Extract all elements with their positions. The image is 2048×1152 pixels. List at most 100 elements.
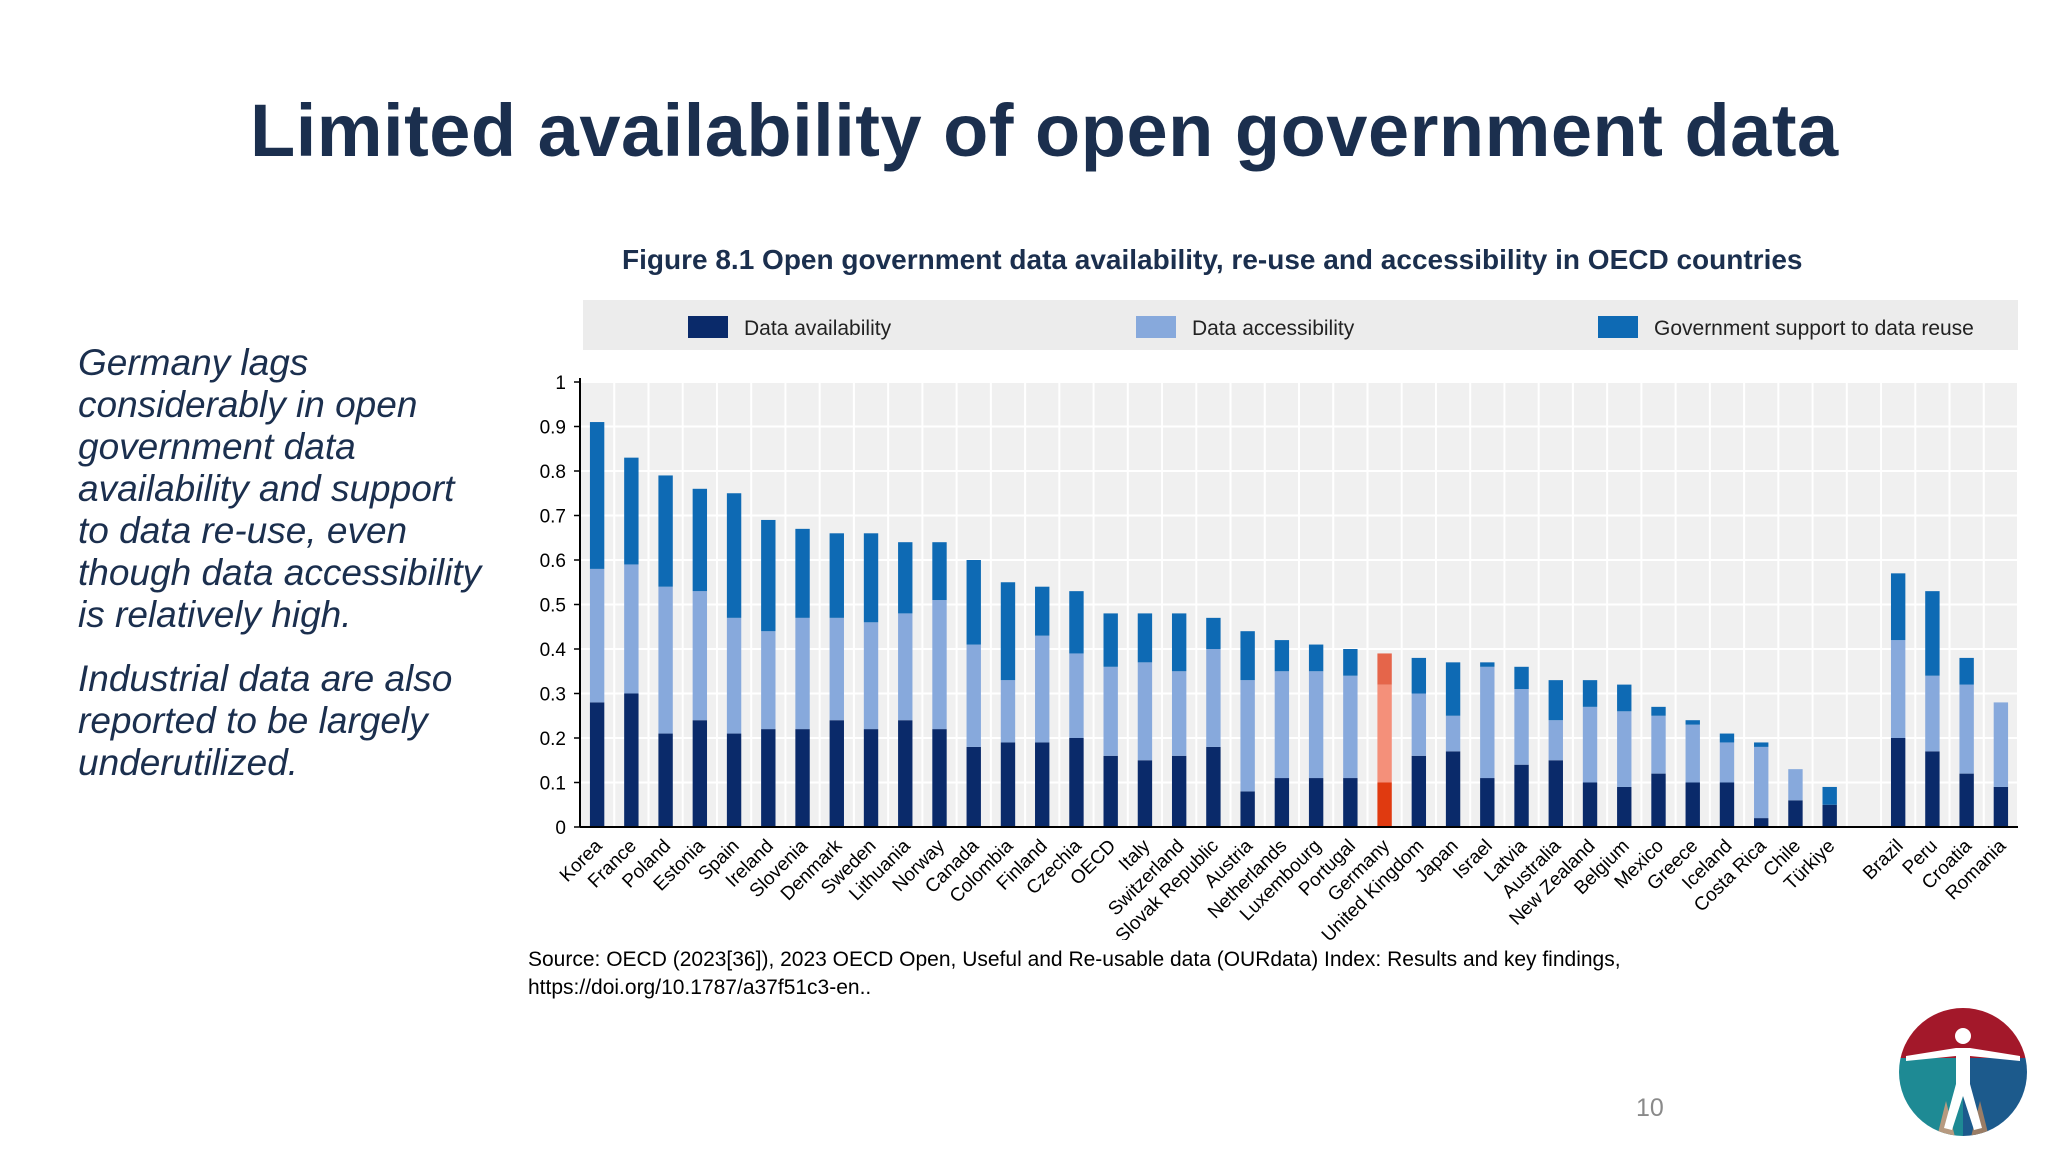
- bar-korea-series-2: [589, 422, 605, 569]
- bar-norway-series-0: [932, 729, 947, 827]
- bar-luxembourg-series-0: [1308, 778, 1324, 827]
- bar-portugal-series-2: [1343, 649, 1358, 676]
- bar-switzerland-series-1: [1171, 671, 1187, 756]
- bar-croatia-series-2: [1959, 657, 1974, 685]
- y-tick-label: 0.6: [540, 551, 566, 572]
- bar-slovenia-series-2: [795, 528, 810, 618]
- bar-belgium-series-0: [1617, 786, 1632, 827]
- bar-netherlands-series-2: [1274, 640, 1290, 672]
- legend-label: Data availability: [744, 317, 892, 340]
- bar-lithuania-series-1: [898, 613, 913, 721]
- y-tick-label: 0.8: [540, 462, 566, 483]
- bar-israel-series-2: [1480, 662, 1495, 667]
- bar-new-zealand-series-1: [1582, 706, 1598, 783]
- bar-switzerland-series-2: [1171, 613, 1187, 672]
- bar-brazil-series-2: [1890, 573, 1906, 641]
- bar-greece-series-1: [1685, 724, 1700, 783]
- bar-canada-series-2: [966, 560, 981, 645]
- bar-germany-series-1: [1377, 684, 1392, 783]
- bar-czechia-series-2: [1069, 591, 1084, 654]
- bar-portugal-series-1: [1343, 675, 1358, 779]
- bar-denmark-series-0: [829, 720, 844, 827]
- bar-mexico-series-1: [1651, 715, 1666, 774]
- bar-korea-series-0: [589, 702, 605, 827]
- bar-slovak-republic-series-1: [1206, 649, 1221, 747]
- bar-canada-series-0: [966, 746, 981, 827]
- bar-latvia-series-2: [1514, 666, 1529, 690]
- bar-latvia-series-1: [1514, 689, 1529, 765]
- bar-lithuania-series-2: [898, 542, 913, 614]
- bar-peru-series-1: [1925, 675, 1940, 752]
- legend-box: [583, 300, 2018, 350]
- source-note: Source: OECD (2023[36]), 2023 OECD Open,…: [528, 946, 1828, 1002]
- bar-chile-series-0: [1788, 800, 1803, 827]
- source-citation: Source: OECD (2023[36]), 2023 OECD Open,…: [528, 948, 1621, 971]
- bar-finland-series-2: [1035, 586, 1050, 636]
- x-tick-label: Brazil: [1859, 836, 1907, 884]
- bar-oecd-series-0: [1103, 755, 1118, 827]
- bar-korea-series-1: [589, 568, 605, 703]
- bar-luxembourg-series-1: [1308, 671, 1324, 779]
- bar-romania-series-1: [1993, 702, 2009, 787]
- bar-finland-series-0: [1035, 742, 1050, 827]
- bar-poland-series-1: [658, 586, 673, 734]
- bar-czechia-series-0: [1069, 738, 1084, 827]
- bar-iceland-series-1: [1719, 742, 1735, 783]
- bar-united-kingdom-series-2: [1411, 657, 1427, 694]
- page-number: 10: [1636, 1094, 1664, 1122]
- y-tick-label: 0.3: [540, 685, 566, 706]
- bar-croatia-series-1: [1959, 684, 1974, 774]
- bar-austria-series-0: [1240, 791, 1255, 827]
- chart-title: Figure 8.1 Open government data availabi…: [622, 244, 1803, 275]
- bar-t-rkiye-series-2: [1822, 786, 1837, 805]
- bar-greece-series-0: [1685, 782, 1700, 827]
- bar-austria-series-2: [1240, 631, 1255, 681]
- bar-latvia-series-0: [1514, 764, 1529, 827]
- bar-romania-series-0: [1993, 786, 2009, 827]
- y-tick-label: 0.2: [540, 729, 566, 750]
- bar-sweden-series-2: [863, 533, 879, 623]
- bar-oecd-series-2: [1103, 613, 1118, 667]
- stacked-bar-chart: Data availability Data accessibility Gover…: [540, 300, 2019, 940]
- bar-mexico-series-2: [1651, 706, 1666, 716]
- bar-japan-series-2: [1445, 662, 1461, 716]
- bar-costa-rica-series-1: [1754, 746, 1769, 819]
- bar-colombia-series-1: [1000, 680, 1016, 743]
- bar-peru-series-2: [1925, 591, 1940, 676]
- bar-france-series-2: [624, 457, 639, 565]
- legend-label: Government support to data reuse: [1654, 317, 1974, 340]
- bar-switzerland-series-0: [1171, 755, 1187, 827]
- bar-poland-series-0: [658, 733, 673, 827]
- bar-sweden-series-1: [863, 622, 879, 730]
- bar-chile-series-1: [1788, 769, 1803, 801]
- bar-germany-series-2: [1377, 653, 1392, 685]
- bar-australia-series-2: [1548, 680, 1563, 721]
- bar-estonia-series-0: [692, 720, 708, 827]
- bar-denmark-series-2: [829, 533, 844, 618]
- legend-label: Data accessibility: [1192, 317, 1355, 340]
- bar-japan-series-0: [1445, 751, 1461, 827]
- bar-israel-series-0: [1480, 778, 1495, 827]
- bar-canada-series-1: [966, 644, 981, 747]
- bar-finland-series-1: [1035, 635, 1050, 743]
- source-link: https://doi.org/10.1787/a37f51c3-en..: [528, 976, 872, 999]
- bar-belgium-series-1: [1617, 711, 1632, 787]
- bar-estonia-series-2: [692, 488, 708, 592]
- bar-japan-series-1: [1445, 715, 1461, 752]
- bar-peru-series-0: [1925, 751, 1940, 827]
- bar-netherlands-series-0: [1274, 778, 1290, 827]
- bar-greece-series-2: [1685, 720, 1700, 725]
- bar-costa-rica-series-0: [1754, 818, 1769, 827]
- bar-portugal-series-0: [1343, 778, 1358, 827]
- y-tick-label: 0.5: [540, 596, 566, 617]
- vitruvian-man-logo: [1899, 1008, 2027, 1136]
- bar-oecd-series-1: [1103, 666, 1118, 756]
- bar-luxembourg-series-2: [1308, 644, 1324, 672]
- bar-united-kingdom-series-0: [1411, 755, 1427, 827]
- y-tick-label: 0.9: [540, 418, 566, 439]
- bar-italy-series-0: [1137, 760, 1153, 827]
- bar-france-series-0: [624, 693, 639, 827]
- bar-sweden-series-0: [863, 729, 879, 827]
- bar-slovak-republic-series-0: [1206, 746, 1221, 827]
- bar-estonia-series-1: [692, 591, 708, 721]
